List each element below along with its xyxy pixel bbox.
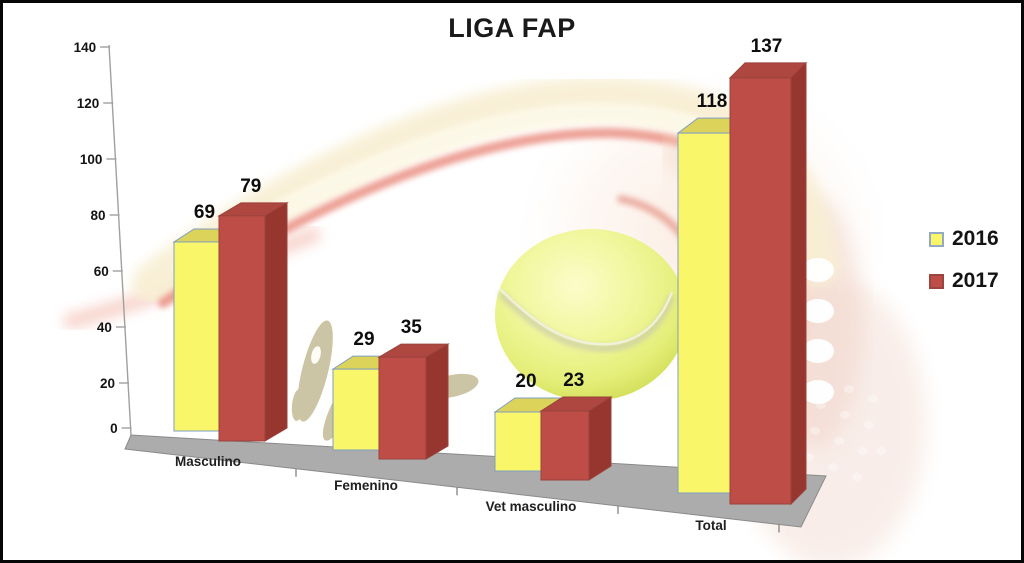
bar-2017-masculino xyxy=(218,215,266,442)
y-axis-tick-label: 140 xyxy=(74,40,97,55)
value-label: 29 xyxy=(353,329,374,350)
chart-title: LIGA FAP xyxy=(448,13,576,43)
y-axis-tick-label: 60 xyxy=(94,264,109,279)
bar-2016-femenino xyxy=(332,368,380,451)
bar-2017-total xyxy=(729,77,792,505)
y-axis-tick-label: 100 xyxy=(80,152,103,167)
bar-2016-masculino xyxy=(173,241,220,432)
value-label: 137 xyxy=(751,36,783,57)
legend-label-2017: 2017 xyxy=(952,269,999,292)
y-axis-tick-label: 120 xyxy=(77,96,100,111)
bar-2017-vet-masculino xyxy=(588,396,612,481)
category-label-masculino: Masculino xyxy=(175,454,241,469)
bar-2017-femenino xyxy=(425,343,449,460)
legend-swatch-2017 xyxy=(929,273,944,289)
category-label-vet-masculino: Vet masculino xyxy=(486,499,577,514)
bar-2017-masculino xyxy=(264,201,288,442)
bar-2017-vet-masculino xyxy=(540,410,590,481)
bars xyxy=(172,61,808,506)
y-axis-tick-label: 0 xyxy=(110,421,118,436)
y-axis-tick-label: 40 xyxy=(97,320,112,335)
legend-item-2016: 2016 xyxy=(929,227,999,251)
y-axis-line xyxy=(108,44,132,436)
chart-canvas: 140 120 100 80 60 40 20 0 69 79 Masculino 29 35 Feme… xyxy=(63,36,926,560)
legend-item-2017: 2017 xyxy=(929,269,999,293)
value-label: 35 xyxy=(401,317,423,338)
legend-swatch-2016 xyxy=(929,231,944,247)
bar-2017-femenino xyxy=(378,356,427,460)
legend-label-2016: 2016 xyxy=(952,227,999,250)
bar-2016-total xyxy=(677,132,731,494)
y-axis-tick-label: 20 xyxy=(100,376,115,391)
value-label: 118 xyxy=(697,91,728,112)
category-label-total: Total xyxy=(695,518,726,533)
value-label: 79 xyxy=(240,176,261,197)
legend: 2016 2017 xyxy=(929,227,999,293)
value-label: 23 xyxy=(563,370,584,391)
labels: 69 79 Masculino 29 35 Femenino 20 23 Vet masculi… xyxy=(175,36,782,533)
bar-2016-vet-masculino xyxy=(494,411,542,472)
tennis-ball-image xyxy=(495,229,687,401)
y-axis-tick-label: 80 xyxy=(91,208,106,223)
bar-2017-total xyxy=(790,61,807,506)
y-axis: 140 120 100 80 60 40 20 0 xyxy=(74,40,132,436)
category-label-femenino: Femenino xyxy=(334,478,398,493)
value-label: 20 xyxy=(515,371,536,392)
value-label: 69 xyxy=(194,202,215,223)
